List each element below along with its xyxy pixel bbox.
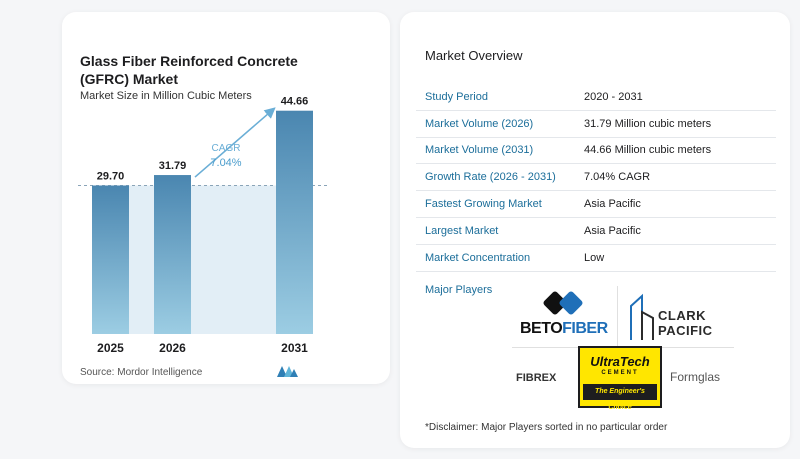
bar-2025	[92, 185, 129, 334]
formglas-text: Formglas	[670, 370, 721, 384]
data-label-2031: 44.66	[281, 96, 309, 108]
ultratech-tagline: The Engineer's Choice	[583, 384, 657, 411]
formglas-logo: Formglas	[664, 352, 734, 402]
row-value: 7.04% CAGR	[584, 171, 651, 184]
row-key: Study Period	[425, 90, 488, 103]
clark-text-a: CLARK	[658, 308, 706, 323]
fibrex-text: FIBREX	[516, 372, 557, 384]
ultratech-sub: CEMENT	[601, 370, 639, 376]
source-note: Source: Mordor Intelligence	[80, 367, 202, 378]
overview-row: Market Volume (2031) 44.66 Million cubic …	[416, 138, 776, 165]
ultratech-logo: UltraTech CEMENT The Engineer's Choice	[578, 346, 662, 411]
clark-text-b: PACIFIC	[658, 323, 713, 338]
row-value: 44.66 Million cubic meters	[584, 144, 712, 157]
cagr-arrow	[194, 107, 276, 178]
betofiber-text-b: FIBER	[562, 320, 608, 337]
row-key: Largest Market	[425, 224, 499, 237]
x-tick-2026: 2026	[159, 341, 186, 355]
clark-pacific-logo: CLARK PACIFIC	[622, 286, 734, 348]
overview-row: Study Period 2020 - 2031	[416, 84, 776, 111]
overview-table: Study Period 2020 - 2031 Market Volume (2…	[416, 84, 776, 272]
betofiber-mark-icon	[543, 291, 583, 315]
cagr-label: CAGR	[212, 143, 241, 154]
data-label-2025: 29.70	[97, 171, 125, 183]
clark-pacific-mark-icon	[630, 293, 654, 340]
chart-title: Glass Fiber Reinforced Concrete (GFRC) M…	[80, 53, 298, 87]
major-players-label: Major Players	[425, 284, 493, 296]
betofiber-text-a: BETO	[520, 320, 563, 337]
row-value: 31.79 Million cubic meters	[584, 117, 712, 130]
row-key: Market Volume (2026)	[425, 117, 534, 130]
chart-subtitle: Market Size in Million Cubic Meters	[80, 90, 252, 102]
source-name: Mordor Intelligence	[117, 367, 203, 378]
disclaimer: *Disclaimer: Major Players sorted in no …	[425, 422, 668, 433]
row-key: Market Volume (2031)	[425, 144, 534, 157]
row-value: 2020 - 2031	[584, 90, 643, 103]
overview-row: Market Volume (2026) 31.79 Million cubic …	[416, 111, 776, 138]
row-value: Asia Pacific	[584, 224, 641, 237]
overview-title: Market Overview	[425, 48, 523, 63]
ultratech-text: UltraTech	[590, 354, 650, 369]
x-tick-2025: 2025	[97, 341, 124, 355]
row-key: Fastest Growing Market	[425, 198, 542, 211]
x-tick-2031: 2031	[281, 341, 308, 355]
bar-2026	[154, 175, 191, 334]
overview-row: Market Concentration Low	[416, 245, 776, 272]
betofiber-logo: BETOFIBER	[512, 286, 618, 348]
row-value: Low	[584, 251, 605, 264]
overview-row: Largest Market Asia Pacific	[416, 218, 776, 245]
fibrex-logo: FIBREX	[512, 352, 576, 402]
row-key: Growth Rate (2026 - 2031)	[425, 171, 556, 184]
row-value: Asia Pacific	[584, 198, 641, 211]
overview-row: Fastest Growing Market Asia Pacific	[416, 191, 776, 218]
data-label-2026: 31.79	[159, 160, 187, 172]
bar-2031	[276, 110, 313, 334]
cagr-value: 7.04%	[210, 157, 241, 169]
source-label: Source:	[80, 367, 115, 378]
mordor-logo-icon	[277, 366, 298, 377]
overview-row: Growth Rate (2026 - 2031) 7.04% CAGR	[416, 164, 776, 192]
row-key: Market Concentration	[425, 251, 531, 264]
